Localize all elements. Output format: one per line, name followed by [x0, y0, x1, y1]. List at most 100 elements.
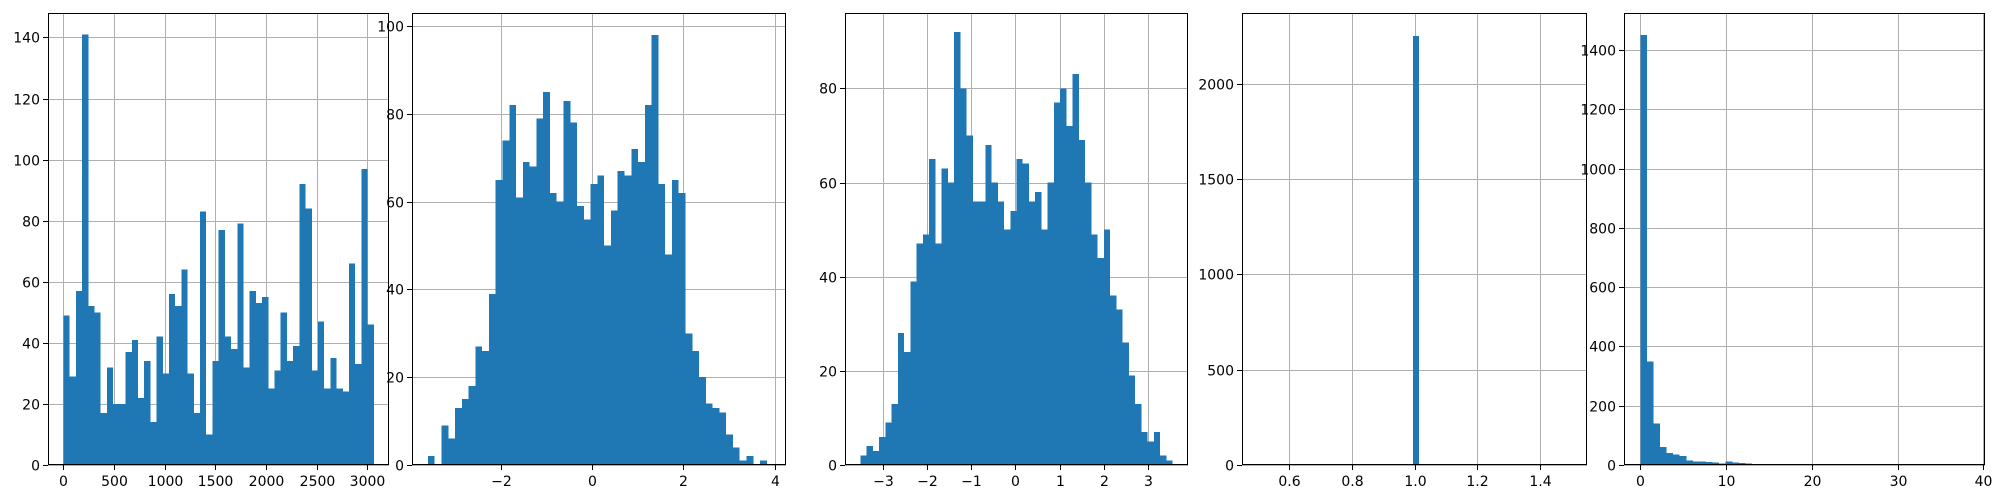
histogram-bar: [891, 403, 898, 465]
histogram-bar: [224, 336, 232, 465]
histogram-bar: [249, 290, 256, 465]
histogram-bar: [206, 434, 213, 465]
y-tick-label: 0: [395, 459, 404, 475]
histogram-bar: [509, 105, 517, 465]
histogram-bar: [355, 364, 362, 465]
histogram-bar: [1041, 229, 1048, 465]
histogram-bar: [1022, 163, 1029, 466]
x-tick-label: 2000: [249, 474, 285, 490]
histogram-bar: [342, 391, 349, 465]
histogram-bar: [212, 361, 219, 465]
histogram-bar: [1141, 432, 1148, 465]
histogram-bar: [1166, 460, 1173, 465]
histogram-bar: [985, 144, 992, 465]
histogram-bar: [922, 234, 930, 465]
histogram-bar: [255, 303, 263, 465]
histogram-bar: [237, 223, 244, 465]
y-tick-label: 1200: [1580, 103, 1616, 119]
y-tick-label: 0: [828, 459, 837, 475]
x-tick-label: 20: [1804, 474, 1822, 490]
histogram-bar: [732, 447, 740, 465]
histogram-bar: [1004, 229, 1011, 465]
axes-frame: [412, 13, 786, 465]
histogram-bar: [904, 352, 911, 465]
histogram-bar: [954, 31, 961, 466]
histogram-bar: [617, 170, 625, 466]
histogram-bar: [461, 399, 469, 465]
histogram-bar: [311, 370, 318, 465]
histogram-bar: [712, 407, 720, 465]
histogram-bar: [441, 425, 449, 465]
histogram-bar: [1078, 140, 1086, 466]
axes-frame: [1242, 13, 1587, 465]
x-tick-label: 1000: [148, 474, 184, 490]
histogram-bar: [82, 34, 89, 465]
histogram-bar: [910, 281, 917, 466]
histogram-bar: [536, 118, 544, 465]
histogram-bar: [947, 182, 955, 465]
histogram-bar: [336, 388, 343, 465]
histogram-bar: [113, 403, 120, 465]
histogram-bar: [885, 422, 892, 466]
histogram-bar: [502, 140, 510, 465]
histogram-bar: [577, 206, 584, 465]
histogram-bar: [1660, 447, 1667, 465]
histogram-bar: [685, 333, 693, 465]
histogram-bar: [610, 210, 618, 465]
histogram-bar: [427, 456, 435, 465]
y-tick-label: 60: [386, 196, 404, 212]
histogram-bar: [448, 438, 456, 465]
histogram-bar: [692, 350, 700, 465]
histogram-bar: [739, 460, 747, 465]
x-tick-label: 30: [1890, 474, 1908, 490]
axes-frame: [845, 13, 1188, 465]
histogram-bar: [1699, 461, 1706, 465]
x-tick-label: 2: [1100, 474, 1109, 490]
x-tick-label: 0.6: [1278, 474, 1300, 490]
histogram-bar: [280, 312, 287, 465]
y-tick-label: 80: [22, 215, 40, 231]
histogram-bar: [522, 162, 530, 465]
histogram-bar: [305, 208, 312, 465]
histogram-bar: [543, 91, 550, 466]
histogram-bar: [556, 201, 564, 465]
x-tick-label: −1: [961, 474, 982, 490]
histogram-bar: [1097, 257, 1104, 465]
histogram-bar: [678, 192, 686, 466]
histogram-bar: [960, 88, 967, 465]
y-tick-label: 1000: [1198, 268, 1234, 284]
histogram-bar: [88, 306, 95, 465]
y-tick-label: 100: [13, 154, 40, 170]
histogram-bar: [997, 201, 1005, 465]
histogram-bar: [1679, 456, 1687, 465]
x-tick-label: 0: [59, 474, 68, 490]
histogram-bar: [361, 168, 368, 465]
histogram-bar: [69, 376, 76, 465]
histogram-bar: [1725, 461, 1733, 465]
y-tick-label: 0: [31, 459, 40, 475]
histogram-bar: [1047, 182, 1054, 465]
histogram-bar: [162, 373, 169, 465]
y-tick-label: 500: [1207, 364, 1234, 380]
histogram-bar: [482, 350, 489, 465]
histogram-bar: [879, 436, 886, 465]
histogram-bar: [243, 367, 250, 465]
histogram-bar: [638, 162, 645, 465]
x-tick-label: 0.8: [1341, 474, 1363, 490]
histogram-bar: [631, 149, 639, 466]
histogram-bar: [872, 450, 880, 466]
histogram-bar: [1686, 460, 1693, 465]
histogram-bar: [719, 412, 727, 465]
histogram-bar: [1128, 375, 1136, 465]
histogram-bar: [991, 182, 998, 465]
histogram-bar: [75, 290, 83, 465]
histogram-bar: [293, 345, 300, 465]
x-tick-label: 0: [588, 474, 597, 490]
axes-frame: [1624, 13, 1985, 465]
histogram-bar: [1035, 191, 1042, 466]
histogram-bar: [125, 352, 132, 465]
y-tick-label: 40: [819, 271, 837, 287]
x-tick-label: −3: [873, 474, 894, 490]
y-tick-label: 600: [1589, 281, 1616, 297]
histogram-bar: [935, 243, 942, 465]
